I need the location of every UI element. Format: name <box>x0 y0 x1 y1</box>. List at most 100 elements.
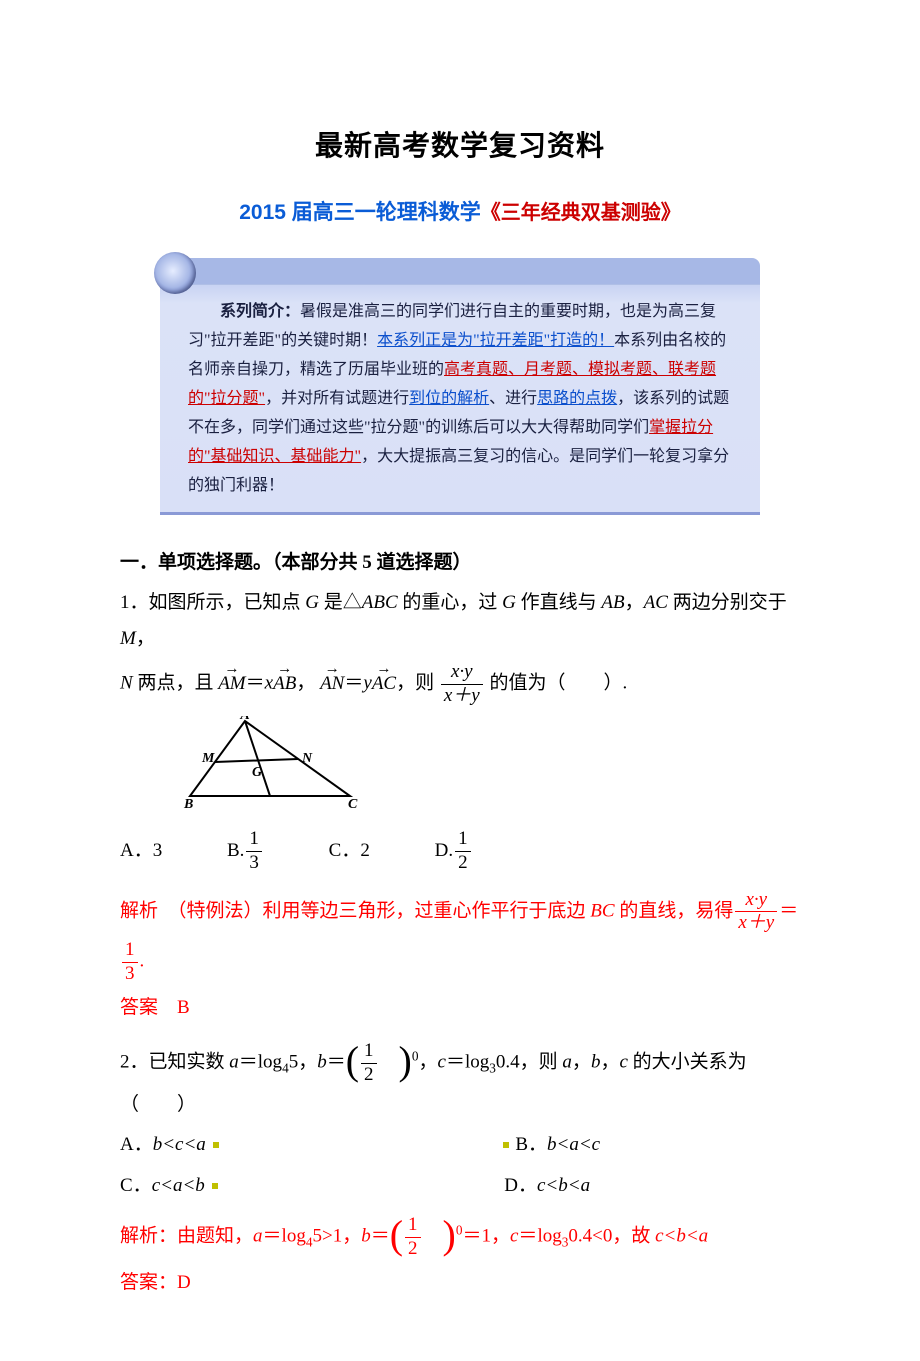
q1-sol-eq: ＝ <box>779 900 798 921</box>
q1-solution: 解析 （特例法）利用等边三角形，过重心作平行于底边 BC 的直线，易得x·yx＋… <box>120 889 800 936</box>
q1-stem-d: 作直线与 <box>516 592 602 613</box>
q1-figure: A B C M N G <box>180 716 800 824</box>
scroll-header <box>160 258 760 284</box>
q2-sb: b <box>361 1226 371 1247</box>
q2-s5: 5>1， <box>312 1226 361 1247</box>
q2-sol-a: 由题知， <box>177 1226 253 1247</box>
q1-frac: x·yx＋y <box>441 661 483 708</box>
q2-ans-val: D <box>177 1272 191 1293</box>
scroll-lead: 系列简介： <box>220 303 300 320</box>
q2-hd: 2 <box>361 1064 377 1087</box>
q2-b2: b <box>591 1052 601 1073</box>
q1-sv-d: 3 <box>122 963 138 986</box>
q1-sol-a: （特例法）利用等边三角形，过重心作平行于底边 <box>158 900 590 921</box>
q1-optA: A．3 <box>120 833 162 869</box>
dot-icon <box>503 1142 509 1148</box>
dot-icon <box>212 1183 218 1189</box>
q2-slog4: log <box>282 1226 306 1247</box>
q1-sol-frac-d: x＋y <box>735 912 777 935</box>
fig-M: M <box>201 751 215 766</box>
q2-options-row2: C．c<a<b D．c<b<a <box>120 1167 800 1204</box>
question-1-line2: N 两点，且 AM＝xAB， AN＝yAC，则 x·yx＋y 的值为（ ）. <box>120 661 800 708</box>
q2-comma: ， <box>419 1052 438 1073</box>
q2-srparen: ) <box>443 1219 456 1251</box>
q2-a: a <box>229 1052 239 1073</box>
q1-ABC: ABC <box>362 592 398 613</box>
intro-scroll: 系列简介：暑假是准高三的同学们进行自主的重要时期，也是为高三复习"拉开差距"的关… <box>160 258 760 515</box>
q2-answer: 答案：D <box>120 1265 800 1301</box>
fig-C: C <box>348 797 358 811</box>
q2-sub3: 3 <box>489 1060 496 1075</box>
q1-sv-n: 1 <box>122 939 138 963</box>
q2-c2: c <box>619 1052 627 1073</box>
q2-seq2: ＝ <box>371 1226 390 1247</box>
q2-val: 0.4，则 <box>496 1052 563 1073</box>
q2-b: b <box>317 1052 327 1073</box>
scroll-body: 系列简介：暑假是准高三的同学们进行自主的重要时期，也是为高三复习"拉开差距"的关… <box>160 284 760 515</box>
q2-rparen: ) <box>399 1045 412 1077</box>
scroll-blue3: 思路的点拨 <box>537 390 617 407</box>
q2-optA: A． <box>120 1127 153 1163</box>
q1-optB-num: 1 <box>246 828 262 852</box>
q1-sol-frac-n: x·y <box>735 889 777 913</box>
q1-stem-c: 的重心，过 <box>398 592 503 613</box>
q1-stem-b: 是△ <box>319 592 362 613</box>
q1-sol-BC: BC <box>590 900 614 921</box>
q2-ans-label: 答案： <box>120 1272 177 1293</box>
q1-eqc: ＝ <box>344 673 363 694</box>
q2-log3: log <box>465 1052 489 1073</box>
q1-x: x <box>265 673 273 694</box>
q2-sub45: 4 <box>282 1060 289 1075</box>
fig-B: B <box>183 797 193 811</box>
page-title: 最新高考数学复习资料 <box>120 120 800 173</box>
q1-M: M <box>120 628 136 649</box>
q1-l2a: 两点，且 <box>133 673 214 694</box>
q1-optB-den: 3 <box>246 852 262 875</box>
q1-G2: G <box>502 592 516 613</box>
q2-shd: 2 <box>405 1238 421 1261</box>
q1-optD-pre: D. <box>435 833 453 869</box>
q2-sc: ， <box>600 1052 619 1073</box>
q1-stem-f: 两边分别交于 <box>668 592 787 613</box>
scroll-blue1: 本系列正是为"拉开差距"打造的！ <box>377 332 614 349</box>
q2-sb: ， <box>572 1052 591 1073</box>
q2-sv: 0.4<0，故 <box>568 1226 655 1247</box>
q2-seq4: ＝ <box>518 1226 537 1247</box>
section-1-heading: 一．单项选择题。（本部分共 5 道选择题） <box>120 545 800 581</box>
q1-vec-AC: AC <box>372 666 396 702</box>
q2-optB: B． <box>515 1127 547 1163</box>
subtitle-red: 三年经典双基测验 <box>481 202 681 224</box>
dot-icon <box>213 1142 219 1148</box>
q2-slog3: log <box>537 1226 561 1247</box>
q1-ans-label: 答案 <box>120 997 158 1018</box>
scroll-t4: 、进行 <box>489 390 537 407</box>
q1-frac-den: x＋y <box>441 685 483 708</box>
subtitle: 2015 届高三一轮理科数学三年经典双基测验 <box>120 193 800 233</box>
q2-stem-a: 2．已知实数 <box>120 1052 229 1073</box>
q1-stem-g: ， <box>136 628 155 649</box>
q1-vec-AB: AB <box>273 666 296 702</box>
q1-sol-period: . <box>140 951 145 972</box>
q1-vec-AM: AM <box>218 666 245 702</box>
q2-a2: a <box>562 1052 572 1073</box>
q1-answer: 答案 B <box>120 990 800 1026</box>
q1-optB-pre: B. <box>227 833 244 869</box>
q2-oA: b<c<a <box>153 1127 206 1163</box>
q1-N: N <box>120 673 133 694</box>
q1-ans-val: B <box>158 997 190 1018</box>
scroll-curl-icon <box>154 252 196 294</box>
q2-shn: 1 <box>405 1214 421 1238</box>
q1-l2b: 的值为（ ）. <box>489 673 627 694</box>
q2-p0: 0 <box>412 1048 419 1063</box>
q1-optD-den: 2 <box>455 852 471 875</box>
scroll-t3: ，并对所有试题进行 <box>265 390 409 407</box>
q1-y: y <box>363 673 371 694</box>
q1-G: G <box>305 592 319 613</box>
q2-oB: b<a<c <box>547 1127 600 1163</box>
fig-G: G <box>252 765 262 780</box>
q1-sol-label: 解析 <box>120 900 158 921</box>
q1-stem-e: ， <box>625 592 644 613</box>
q2-five: 5， <box>289 1052 318 1073</box>
q2-sol-label: 解析： <box>120 1226 177 1247</box>
q2-seq: ＝ <box>263 1226 282 1247</box>
